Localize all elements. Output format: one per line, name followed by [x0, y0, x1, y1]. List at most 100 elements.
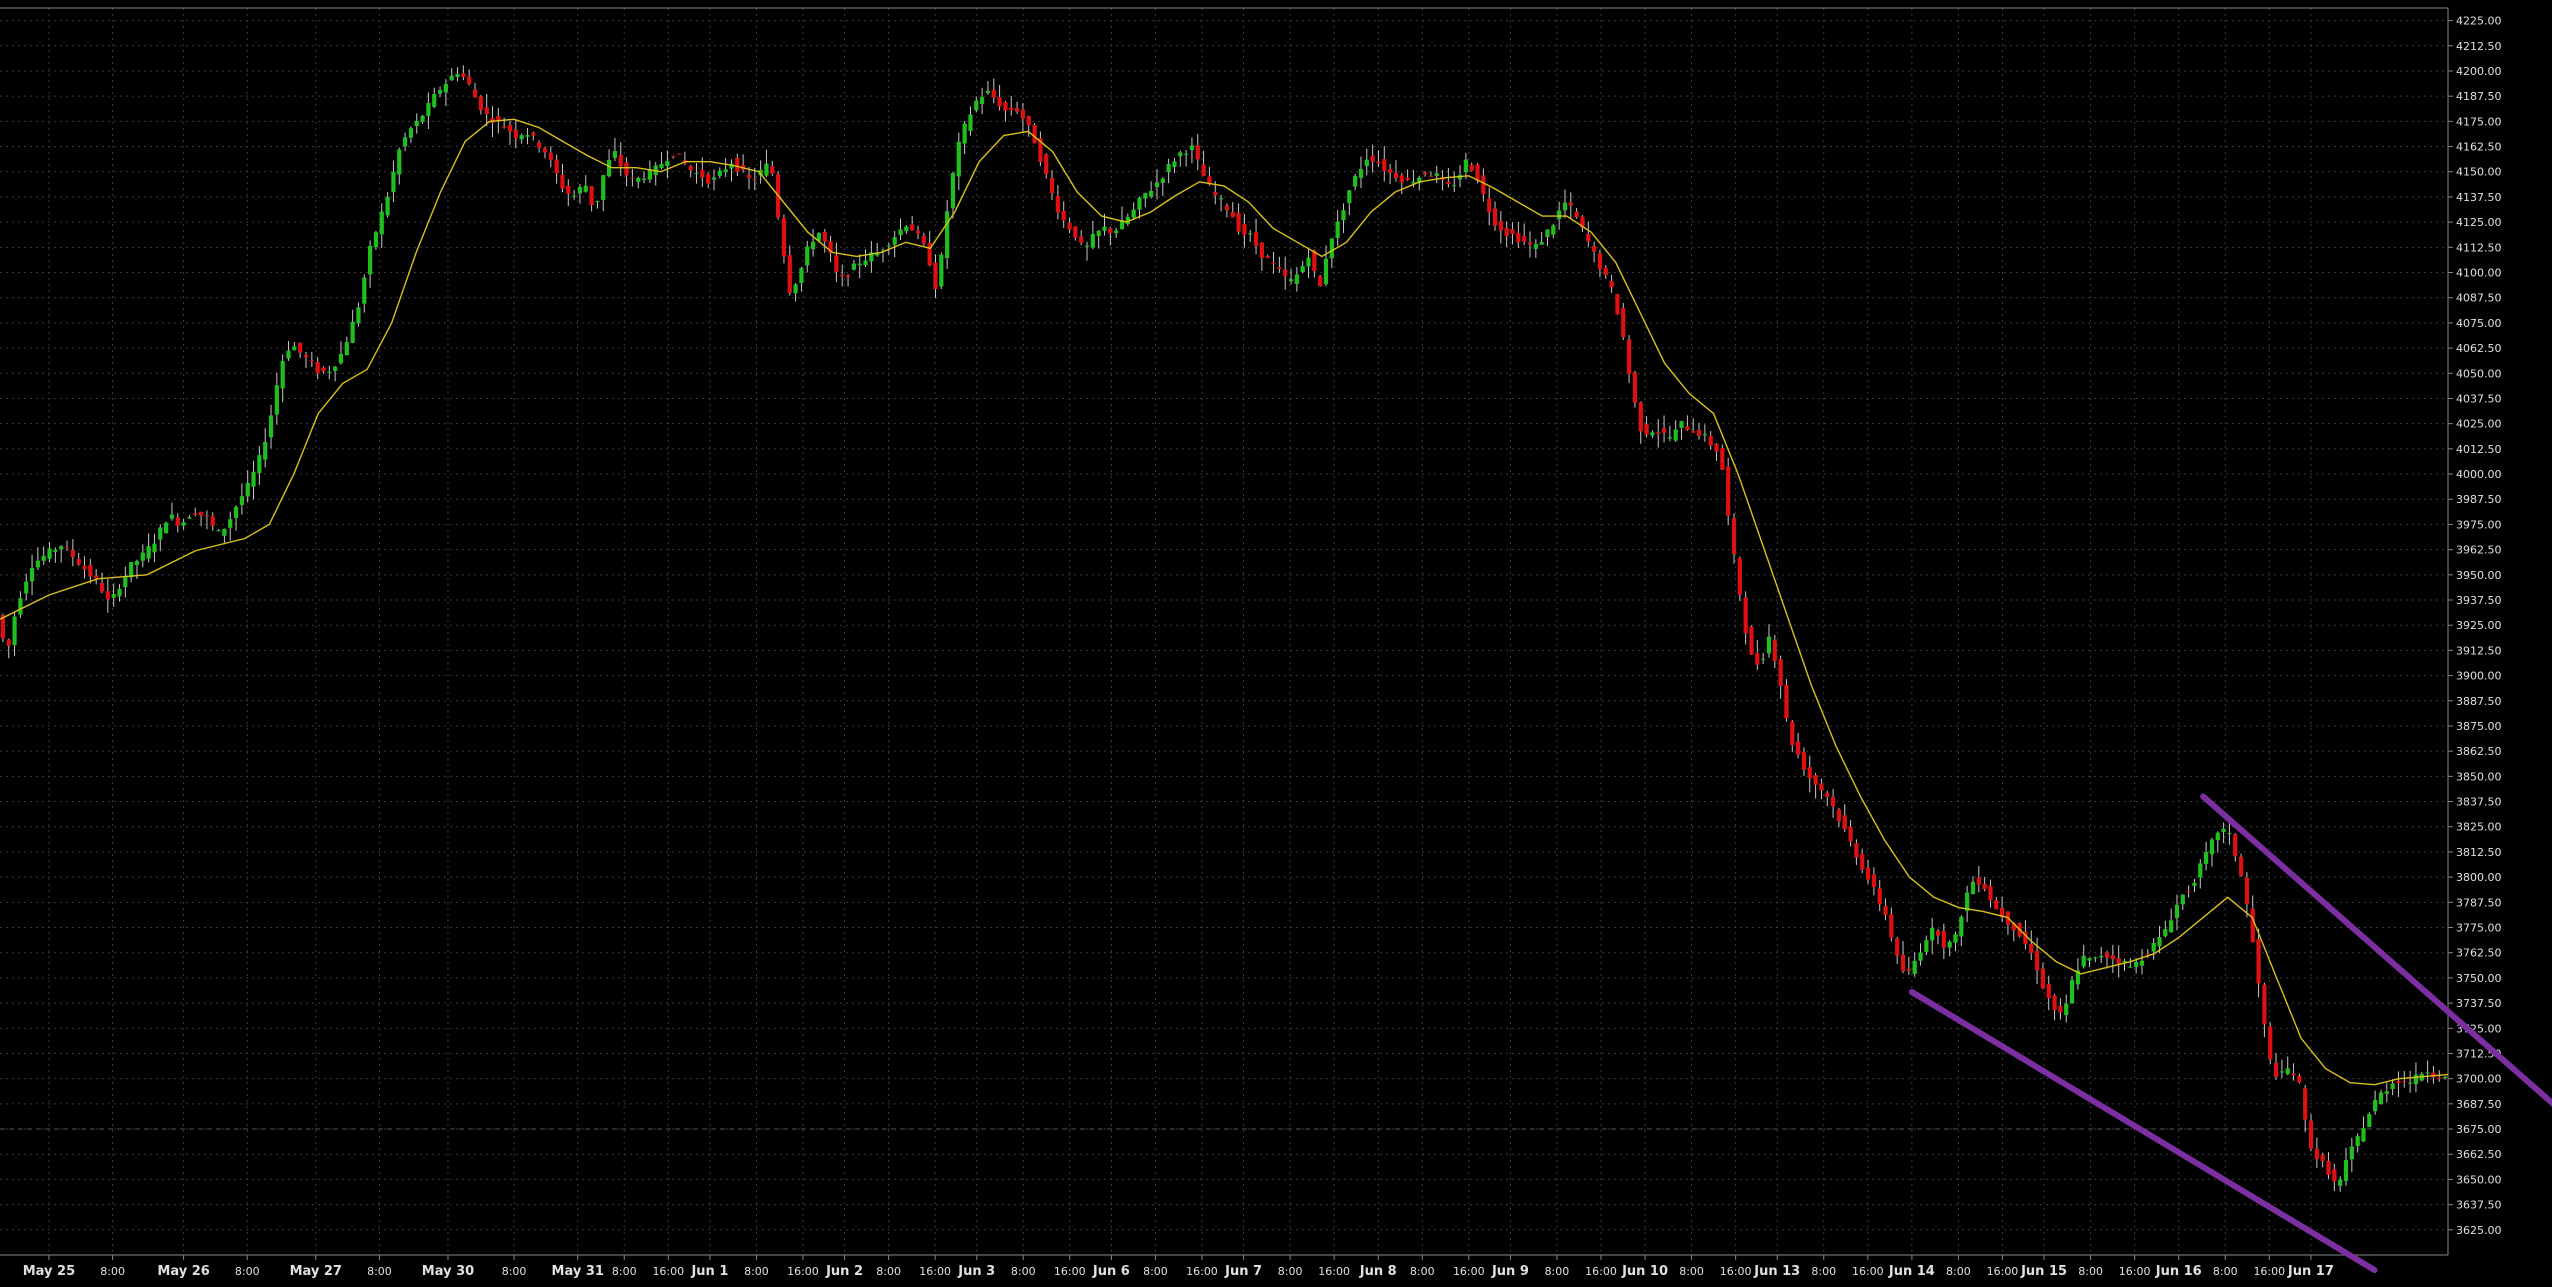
candle-up — [268, 415, 274, 438]
candle-down — [1865, 867, 1871, 880]
candle-up — [2180, 894, 2185, 905]
y-tick-label: 3987.50 — [2456, 493, 2502, 506]
x-tick-label: Jun 1 — [690, 1264, 728, 1279]
candle-up — [2390, 1083, 2395, 1090]
candle-down — [507, 125, 513, 132]
candle-up — [123, 576, 128, 588]
candle-up — [1650, 432, 1655, 436]
candle-down — [700, 169, 705, 178]
candle-down — [1055, 195, 1060, 213]
candle-down — [1079, 236, 1084, 243]
support-trendline[interactable] — [1908, 988, 2378, 1274]
candle-up — [1667, 437, 1672, 439]
candle-down — [1661, 428, 1667, 433]
y-tick-label: 4200.00 — [2456, 65, 2502, 78]
x-tick-label: Jun 10 — [1621, 1264, 1668, 1279]
candle-down — [676, 153, 682, 155]
y-tick-label: 3800.00 — [2456, 871, 2502, 884]
x-tick-label: Jun 17 — [2287, 1264, 2334, 1279]
candle-down — [927, 242, 932, 266]
x-tick-label: 16:00 — [1852, 1265, 1884, 1278]
x-tick-label: 8:00 — [1410, 1265, 1435, 1278]
candle-down — [198, 511, 204, 516]
candle-up — [2157, 937, 2162, 947]
x-tick-label: 8:00 — [612, 1265, 637, 1278]
candle-down — [105, 591, 110, 600]
candle-down — [589, 186, 594, 206]
candle-down — [752, 179, 757, 181]
candle-down — [688, 166, 693, 171]
candle-up — [636, 177, 641, 182]
candle-up — [373, 232, 379, 248]
candle-up — [857, 263, 862, 266]
x-tick-label: 16:00 — [1585, 1265, 1617, 1278]
candle-up — [1096, 230, 1101, 237]
candle-up — [432, 93, 437, 107]
candle-down — [2402, 1081, 2407, 1083]
candle-up — [595, 201, 600, 203]
candle-up — [327, 371, 332, 373]
candle-down — [1481, 175, 1486, 195]
candle-down — [502, 126, 507, 128]
candle-up — [1154, 182, 1160, 188]
candle-up — [1912, 960, 1917, 975]
candle-down — [1691, 431, 1696, 433]
candle-down — [1988, 885, 1993, 901]
candle-down — [1615, 294, 1620, 315]
candle-up — [875, 252, 880, 256]
candle-up — [1335, 221, 1340, 238]
candle-down — [1026, 116, 1031, 126]
candle-down — [1527, 242, 1533, 245]
candle-down — [0, 615, 6, 639]
candle-up — [863, 260, 868, 266]
candle-up — [280, 360, 285, 389]
candle-down — [624, 162, 629, 176]
candle-down — [1597, 253, 1603, 270]
candle-up — [2151, 942, 2156, 952]
candle-up — [292, 346, 297, 351]
candle-up — [2081, 955, 2086, 967]
candle-down — [1038, 138, 1043, 162]
y-tick-label: 3900.00 — [2456, 670, 2502, 683]
candle-up — [2378, 1092, 2384, 1105]
candle-up — [35, 560, 40, 568]
candle-down — [2000, 907, 2005, 918]
candle-down — [1428, 175, 1434, 177]
candle-up — [164, 522, 169, 534]
candle-down — [1440, 178, 1445, 180]
candle-up — [350, 321, 355, 343]
candle-down — [630, 177, 635, 179]
candle-down — [2052, 995, 2057, 1011]
candle-up — [47, 548, 52, 559]
candle-down — [1696, 429, 1702, 436]
candle-up — [1434, 173, 1439, 177]
candle-up — [1172, 161, 1177, 168]
candle-up — [385, 196, 390, 216]
candle-up — [1930, 927, 1935, 941]
y-tick-label: 3700.00 — [2456, 1073, 2502, 1086]
candle-up — [647, 169, 652, 180]
candle-down — [770, 166, 775, 174]
candle-up — [1965, 892, 1970, 911]
candle-up — [379, 211, 384, 235]
candle-up — [2361, 1128, 2366, 1142]
candle-up — [1347, 190, 1352, 204]
candle-up — [2408, 1082, 2413, 1084]
candle-up — [816, 233, 822, 241]
candle-down — [1755, 653, 1760, 665]
candle-up — [18, 598, 23, 615]
candle-down — [1883, 905, 1888, 916]
moving-average-line — [0, 118, 2449, 1086]
candle-up — [2163, 929, 2168, 937]
candle-up — [24, 581, 29, 594]
candle-down — [921, 235, 926, 244]
candle-up — [1294, 274, 1299, 285]
candle-down — [531, 132, 536, 136]
resistance-trendline[interactable] — [2200, 793, 2552, 1184]
candle-up — [1102, 226, 1107, 231]
candle-down — [2046, 984, 2051, 998]
candle-down — [822, 231, 827, 242]
candle-up — [2139, 960, 2145, 966]
candle-down — [1632, 372, 1638, 403]
